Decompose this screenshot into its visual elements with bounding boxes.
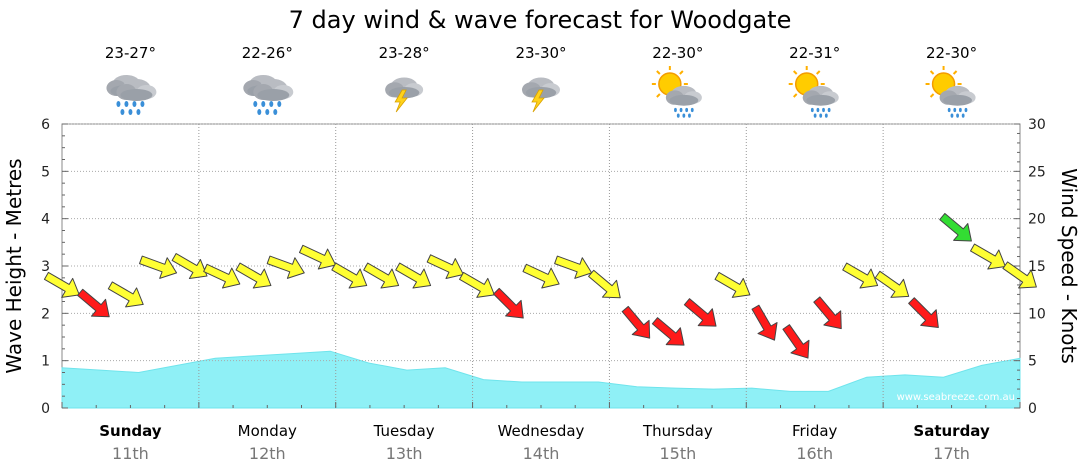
x-day-name: Tuesday [373, 422, 435, 440]
right-axis-ticks: 0 5 10 15 20 25 30 [1028, 117, 1046, 417]
wind-arrow [782, 324, 810, 359]
x-day-name: Wednesday [498, 422, 585, 440]
storm-icon [385, 77, 424, 113]
wind-arrow [714, 271, 751, 298]
left-axis-title: Wave Height - Metres [2, 158, 26, 373]
x-day-name: Sunday [99, 422, 162, 440]
wind-arrow [874, 270, 910, 298]
right-tick-label: 5 [1028, 354, 1037, 370]
wind-arrow [908, 297, 939, 328]
wind-arrow [588, 269, 621, 299]
wind-arrow [43, 271, 80, 298]
right-tick-label: 0 [1028, 401, 1037, 417]
wind-arrow [77, 288, 110, 318]
wind-arrow [1002, 261, 1037, 289]
x-day-date: 16th [796, 444, 833, 463]
storm-icon [522, 77, 560, 113]
left-tick-label: 2 [41, 306, 50, 322]
left-tick-label: 1 [41, 354, 50, 370]
day-temperature: 23-28° [379, 44, 430, 62]
x-day-name: Monday [238, 422, 297, 440]
wind-arrow [395, 262, 432, 289]
sun-showers-icon [924, 65, 976, 118]
sun-showers-icon [650, 65, 702, 118]
wind-arrow [683, 298, 717, 327]
left-axis-ticks: 0 1 2 3 4 5 6 [41, 117, 50, 417]
wind-arrow [426, 254, 464, 280]
wind-arrow [751, 304, 778, 341]
left-tick-label: 0 [41, 401, 50, 417]
left-tick-label: 3 [41, 259, 50, 275]
x-day-name: Thursday [642, 422, 713, 440]
day-temperature: 22-30° [926, 44, 977, 62]
right-tick-label: 30 [1028, 117, 1046, 133]
wind-arrow [363, 262, 400, 289]
wind-arrow [554, 255, 593, 279]
wind-arrow [139, 255, 178, 279]
right-tick-label: 20 [1028, 212, 1046, 228]
rain-icon [106, 75, 157, 115]
wind-arrow [298, 244, 337, 270]
wind-arrow [651, 317, 685, 346]
wind-arrow [107, 281, 144, 308]
x-day-date: 12th [249, 444, 286, 463]
wind-arrows [43, 212, 1037, 359]
right-tick-label: 10 [1028, 306, 1046, 322]
wave-height-area [61, 350, 1021, 409]
day-temperature: 22-30° [652, 44, 703, 62]
wind-arrow [459, 271, 495, 298]
x-day-name: Saturday [913, 422, 990, 440]
x-day-date: 15th [659, 444, 696, 463]
wind-arrow [235, 262, 272, 289]
day-temperature: 22-26° [242, 44, 293, 62]
left-tick-label: 4 [41, 212, 50, 228]
right-tick-label: 25 [1028, 164, 1046, 180]
day-headers: 23-27° 22-26° 23-28° 23-30° 22-30° 22-31° 22-3… [105, 44, 977, 118]
credit-text: www.seabreeze.com.au [897, 392, 1015, 403]
right-tick-label: 15 [1028, 259, 1046, 275]
day-temperature: 23-30° [515, 44, 566, 62]
left-tick-label: 6 [41, 117, 50, 133]
wind-arrow [171, 253, 208, 280]
chart-title: 7 day wind & wave forecast for Woodgate [289, 6, 792, 34]
x-day-date: 14th [523, 444, 560, 463]
wind-arrow [203, 263, 241, 289]
wind-arrow [842, 262, 879, 289]
x-day-date: 17th [933, 444, 970, 463]
wind-arrow [331, 262, 368, 289]
wind-arrow [522, 263, 560, 289]
sun-showers-icon [787, 65, 839, 118]
left-tick-label: 5 [41, 164, 50, 180]
wind-arrow [266, 255, 305, 279]
wind-arrow [621, 305, 651, 339]
wind-arrow [970, 243, 1006, 270]
x-day-name: Friday [792, 422, 838, 440]
wind-arrow [813, 296, 842, 330]
day-temperature: 22-31° [789, 44, 840, 62]
x-day-date: 11th [112, 444, 149, 463]
day-temperature: 23-27° [105, 44, 156, 62]
wind-arrow [939, 212, 972, 242]
right-axis-title: Wind Speed - Knots [1057, 168, 1080, 364]
rain-icon [243, 75, 294, 115]
x-axis-day-labels: Sunday 11th Monday 12th Tuesday 13th Wednesday… [99, 422, 990, 463]
wind-arrow [493, 287, 524, 319]
x-day-date: 13th [386, 444, 423, 463]
